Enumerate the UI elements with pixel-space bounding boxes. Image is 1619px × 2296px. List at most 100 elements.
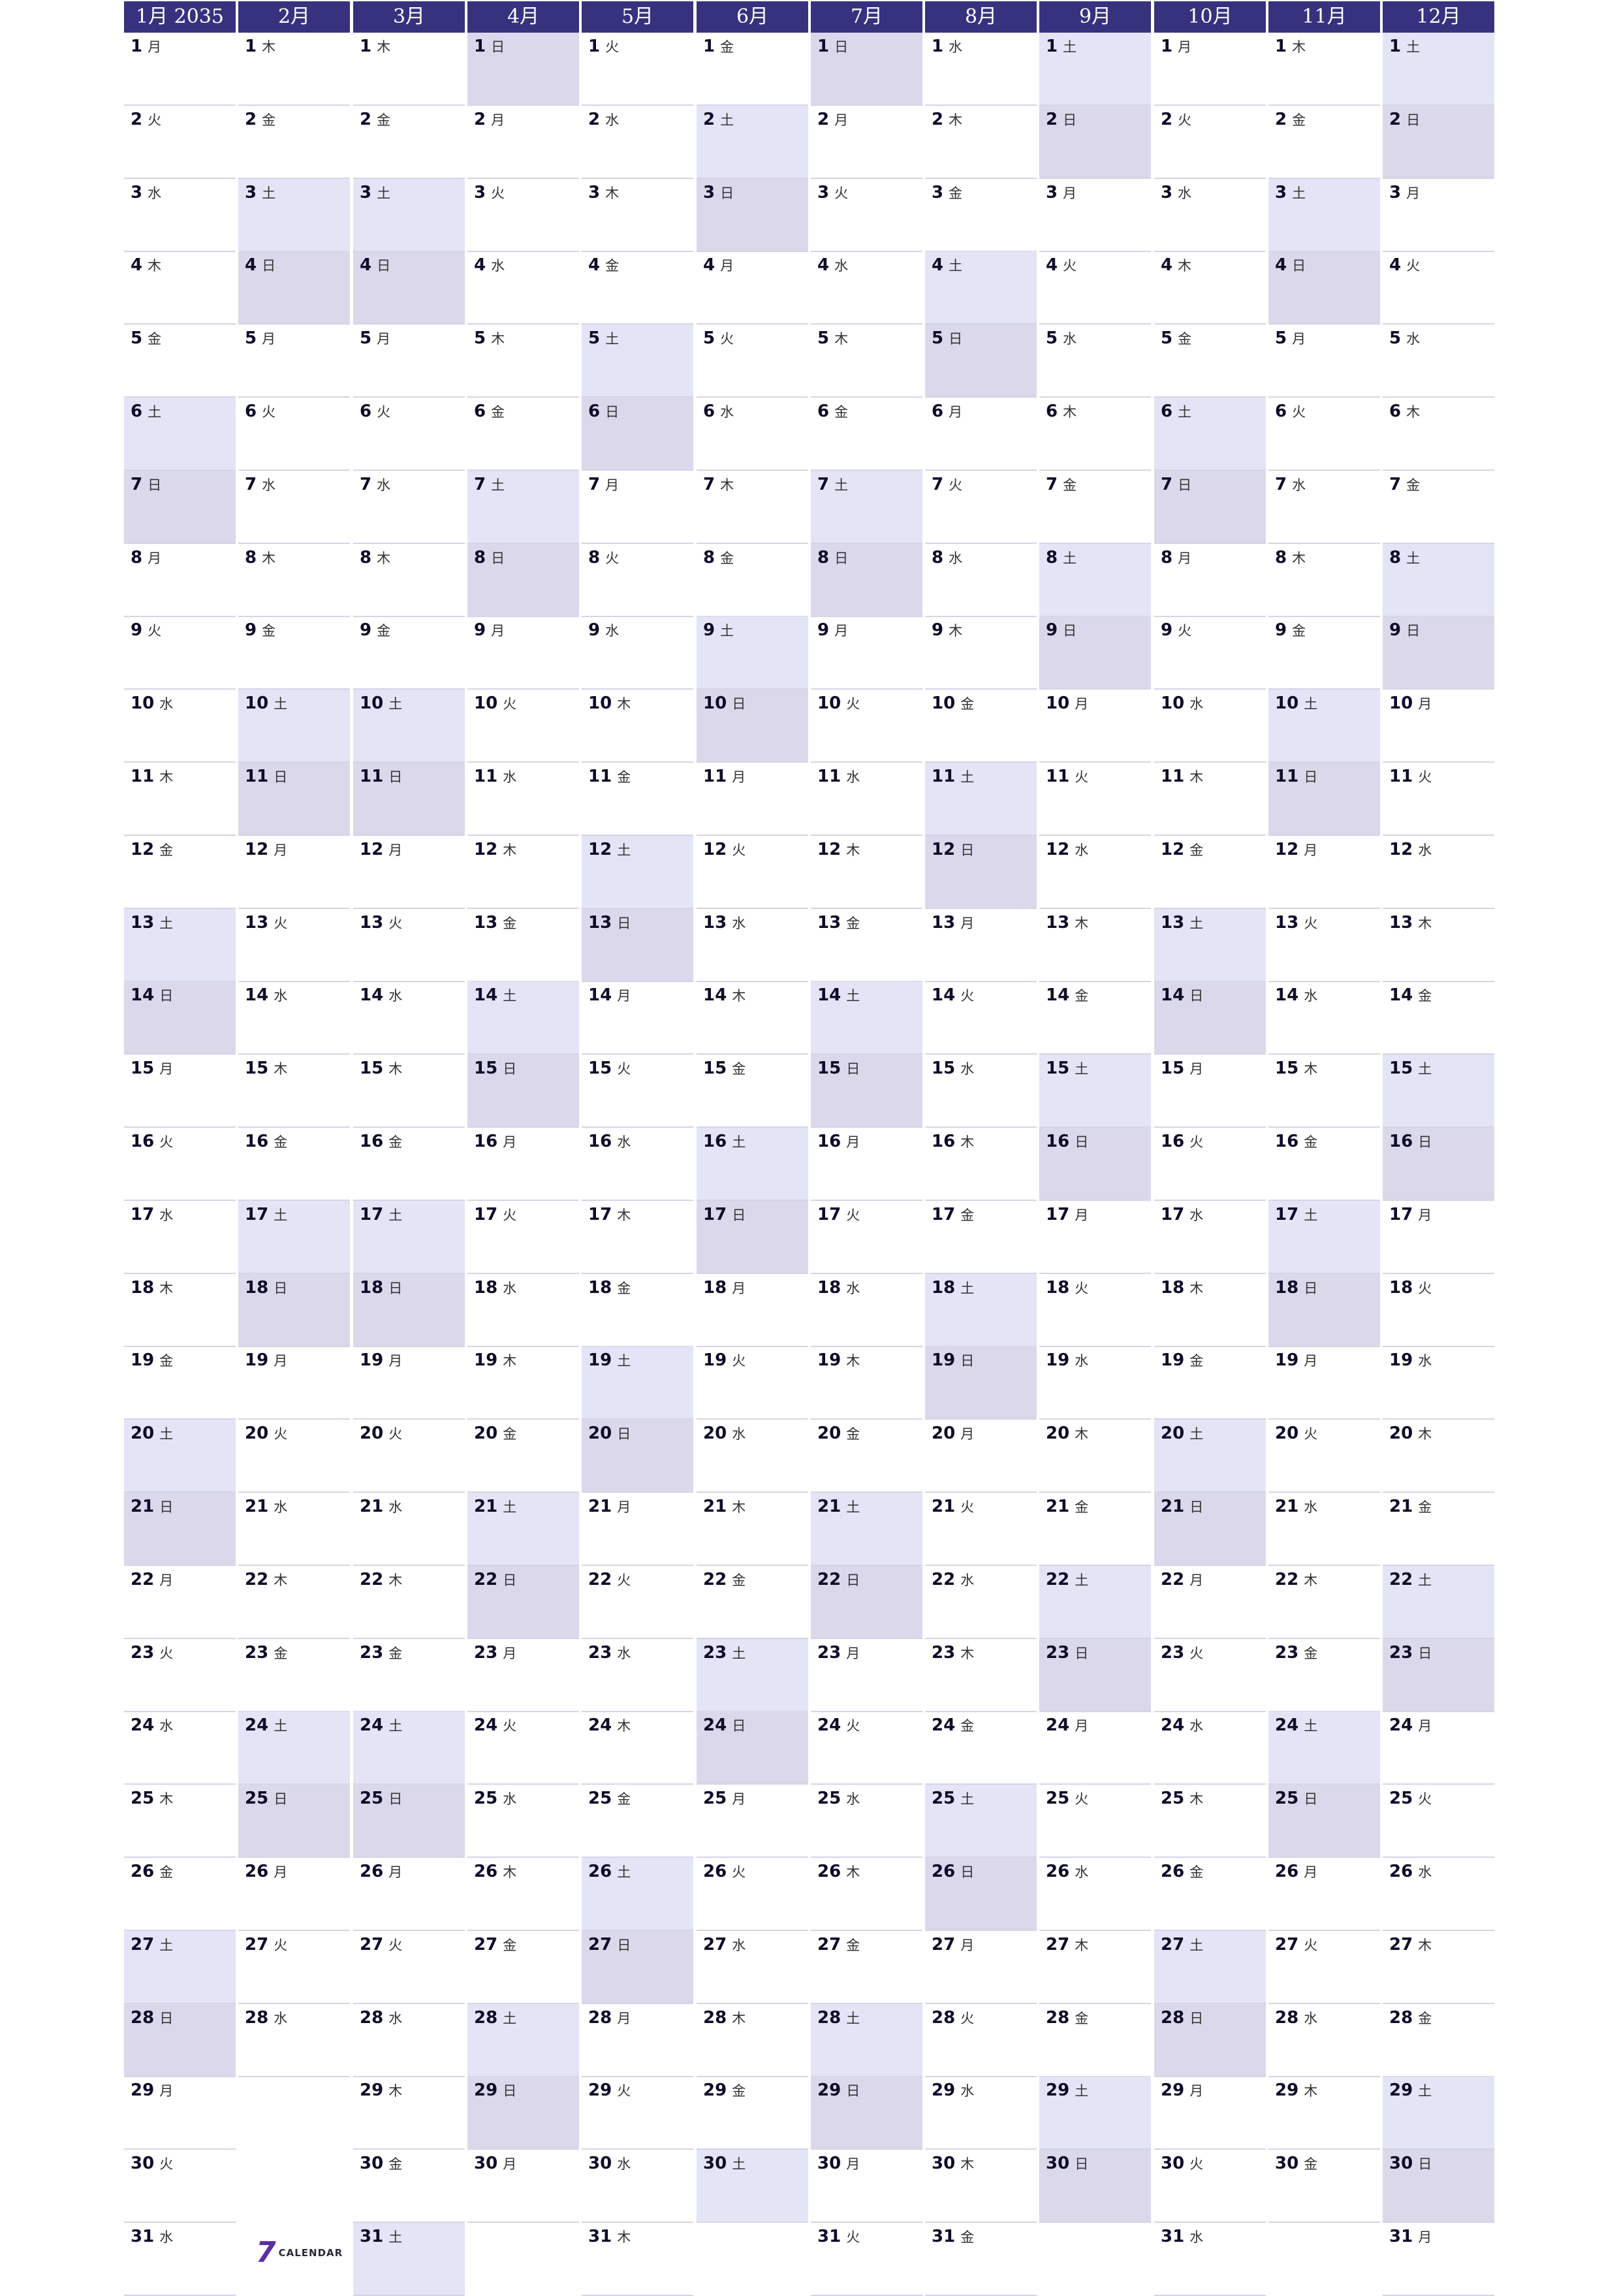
day-weekday: 火 <box>1304 1937 1318 1953</box>
day-weekday: 金 <box>732 2083 746 2099</box>
day-cell: 27 火 <box>238 1931 350 2004</box>
day-number: 14 金 <box>1389 985 1432 1005</box>
day-cell: 26 木 <box>811 1858 922 1931</box>
day-weekday: 日 <box>1418 2156 1432 2172</box>
day-weekday: 日 <box>503 1061 517 1077</box>
day-number: 11 水 <box>817 767 860 786</box>
day-cell: 23 火 <box>1154 1639 1266 1712</box>
day-weekday: 月 <box>388 1353 403 1369</box>
day-weekday: 月 <box>262 331 276 347</box>
day-number: 30 火 <box>131 2154 174 2173</box>
day-number: 10 土 <box>1275 694 1318 713</box>
day-weekday: 土 <box>1292 185 1306 201</box>
day-number: 16 日 <box>1389 1132 1432 1151</box>
day-weekday: 土 <box>1189 916 1204 931</box>
day-number: 29 木 <box>1275 2081 1318 2100</box>
day-weekday: 金 <box>1075 2011 1089 2026</box>
day-number: 10 土 <box>245 694 288 713</box>
day-number: 18 土 <box>932 1278 975 1298</box>
day-cell: 18 火 <box>1383 1274 1494 1347</box>
day-weekday: 木 <box>1418 1937 1432 1953</box>
day-weekday: 日 <box>503 2083 517 2099</box>
day-number: 19 月 <box>1275 1350 1318 1370</box>
day-cell: 31 水 <box>124 2223 236 2296</box>
day-weekday: 木 <box>617 696 631 712</box>
day-weekday: 水 <box>617 1646 631 1661</box>
day-number: 15 土 <box>1389 1059 1432 1078</box>
day-weekday: 日 <box>388 1281 403 1296</box>
day-weekday: 月 <box>503 1134 517 1150</box>
day-weekday: 日 <box>1304 1791 1318 1807</box>
day-cell: 31 木 <box>582 2223 693 2296</box>
day-cell: 16 日 <box>1039 1128 1151 1201</box>
day-weekday: 土 <box>1075 1061 1089 1077</box>
day-weekday: 金 <box>1418 1499 1432 1515</box>
day-number: 26 水 <box>1046 1862 1089 1881</box>
day-cell: 23 日 <box>1039 1639 1151 1712</box>
day-number: 15 木 <box>245 1059 288 1078</box>
day-number: 10 日 <box>703 694 746 713</box>
day-number: 29 日 <box>474 2081 517 2100</box>
day-number: 21 水 <box>245 1497 288 1516</box>
day-number: 30 月 <box>474 2154 517 2173</box>
day-weekday: 月 <box>503 2156 517 2172</box>
day-cell: 31 土 <box>353 2223 465 2296</box>
day-weekday: 月 <box>605 477 620 493</box>
day-weekday: 火 <box>274 916 288 931</box>
day-weekday: 木 <box>159 1281 174 1296</box>
day-cell: 12 水 <box>1039 836 1151 909</box>
day-weekday: 水 <box>834 258 849 274</box>
calendar-logo: 7 CALENDAR <box>256 2239 343 2267</box>
day-cell: 27 土 <box>1154 1931 1266 2004</box>
day-number: 10 火 <box>474 694 517 713</box>
day-weekday: 土 <box>732 1134 746 1150</box>
day-weekday: 水 <box>1178 185 1192 201</box>
day-weekday: 土 <box>159 1937 174 1953</box>
day-number: 12 水 <box>1389 840 1432 859</box>
day-number: 25 土 <box>932 1789 975 1808</box>
day-cell: 27 金 <box>467 1931 579 2004</box>
day-weekday: 日 <box>1063 112 1077 128</box>
day-cell: 23 月 <box>811 1639 922 1712</box>
day-weekday: 火 <box>960 1499 975 1515</box>
day-number: 14 日 <box>131 985 174 1005</box>
day-weekday: 月 <box>148 39 162 55</box>
day-cell: 13 火 <box>1268 909 1380 982</box>
day-number: 20 土 <box>131 1424 174 1443</box>
day-cell: 31 火 <box>811 2223 922 2296</box>
day-number: 23 金 <box>1275 1643 1318 1663</box>
day-cell: 28 金 <box>1039 2004 1151 2077</box>
day-cell: 30 木 <box>925 2150 1037 2223</box>
day-cell: 19 火 <box>697 1347 808 1420</box>
day-number: 11 火 <box>1389 767 1432 786</box>
day-cell: 14 日 <box>1154 981 1266 1055</box>
day-cell: 26 水 <box>1039 1858 1151 1931</box>
day-number: 21 土 <box>474 1497 517 1516</box>
